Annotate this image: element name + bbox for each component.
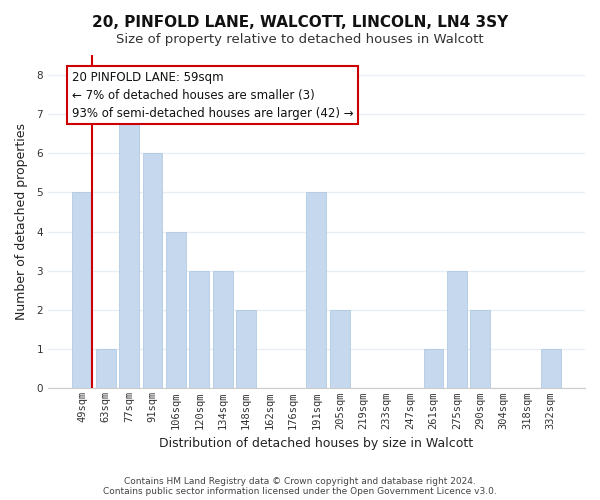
X-axis label: Distribution of detached houses by size in Walcott: Distribution of detached houses by size … <box>160 437 473 450</box>
Bar <box>424 349 443 389</box>
Bar <box>190 270 209 388</box>
Bar <box>447 270 467 388</box>
Bar <box>213 270 233 388</box>
Bar <box>119 114 139 388</box>
Bar <box>541 349 560 389</box>
Text: 20, PINFOLD LANE, WALCOTT, LINCOLN, LN4 3SY: 20, PINFOLD LANE, WALCOTT, LINCOLN, LN4 … <box>92 15 508 30</box>
Text: Contains HM Land Registry data © Crown copyright and database right 2024.: Contains HM Land Registry data © Crown c… <box>124 476 476 486</box>
Text: 20 PINFOLD LANE: 59sqm
← 7% of detached houses are smaller (3)
93% of semi-detac: 20 PINFOLD LANE: 59sqm ← 7% of detached … <box>71 70 353 120</box>
Bar <box>72 192 92 388</box>
Y-axis label: Number of detached properties: Number of detached properties <box>15 123 28 320</box>
Bar <box>330 310 350 388</box>
Bar <box>95 349 116 389</box>
Bar <box>470 310 490 388</box>
Bar <box>166 232 186 388</box>
Bar <box>307 192 326 388</box>
Text: Size of property relative to detached houses in Walcott: Size of property relative to detached ho… <box>116 32 484 46</box>
Bar <box>143 153 163 388</box>
Bar <box>236 310 256 388</box>
Text: Contains public sector information licensed under the Open Government Licence v3: Contains public sector information licen… <box>103 486 497 496</box>
